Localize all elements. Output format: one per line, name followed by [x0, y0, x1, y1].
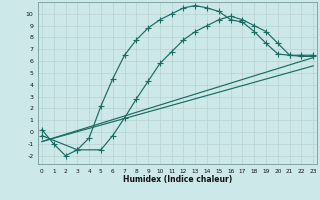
- X-axis label: Humidex (Indice chaleur): Humidex (Indice chaleur): [123, 175, 232, 184]
